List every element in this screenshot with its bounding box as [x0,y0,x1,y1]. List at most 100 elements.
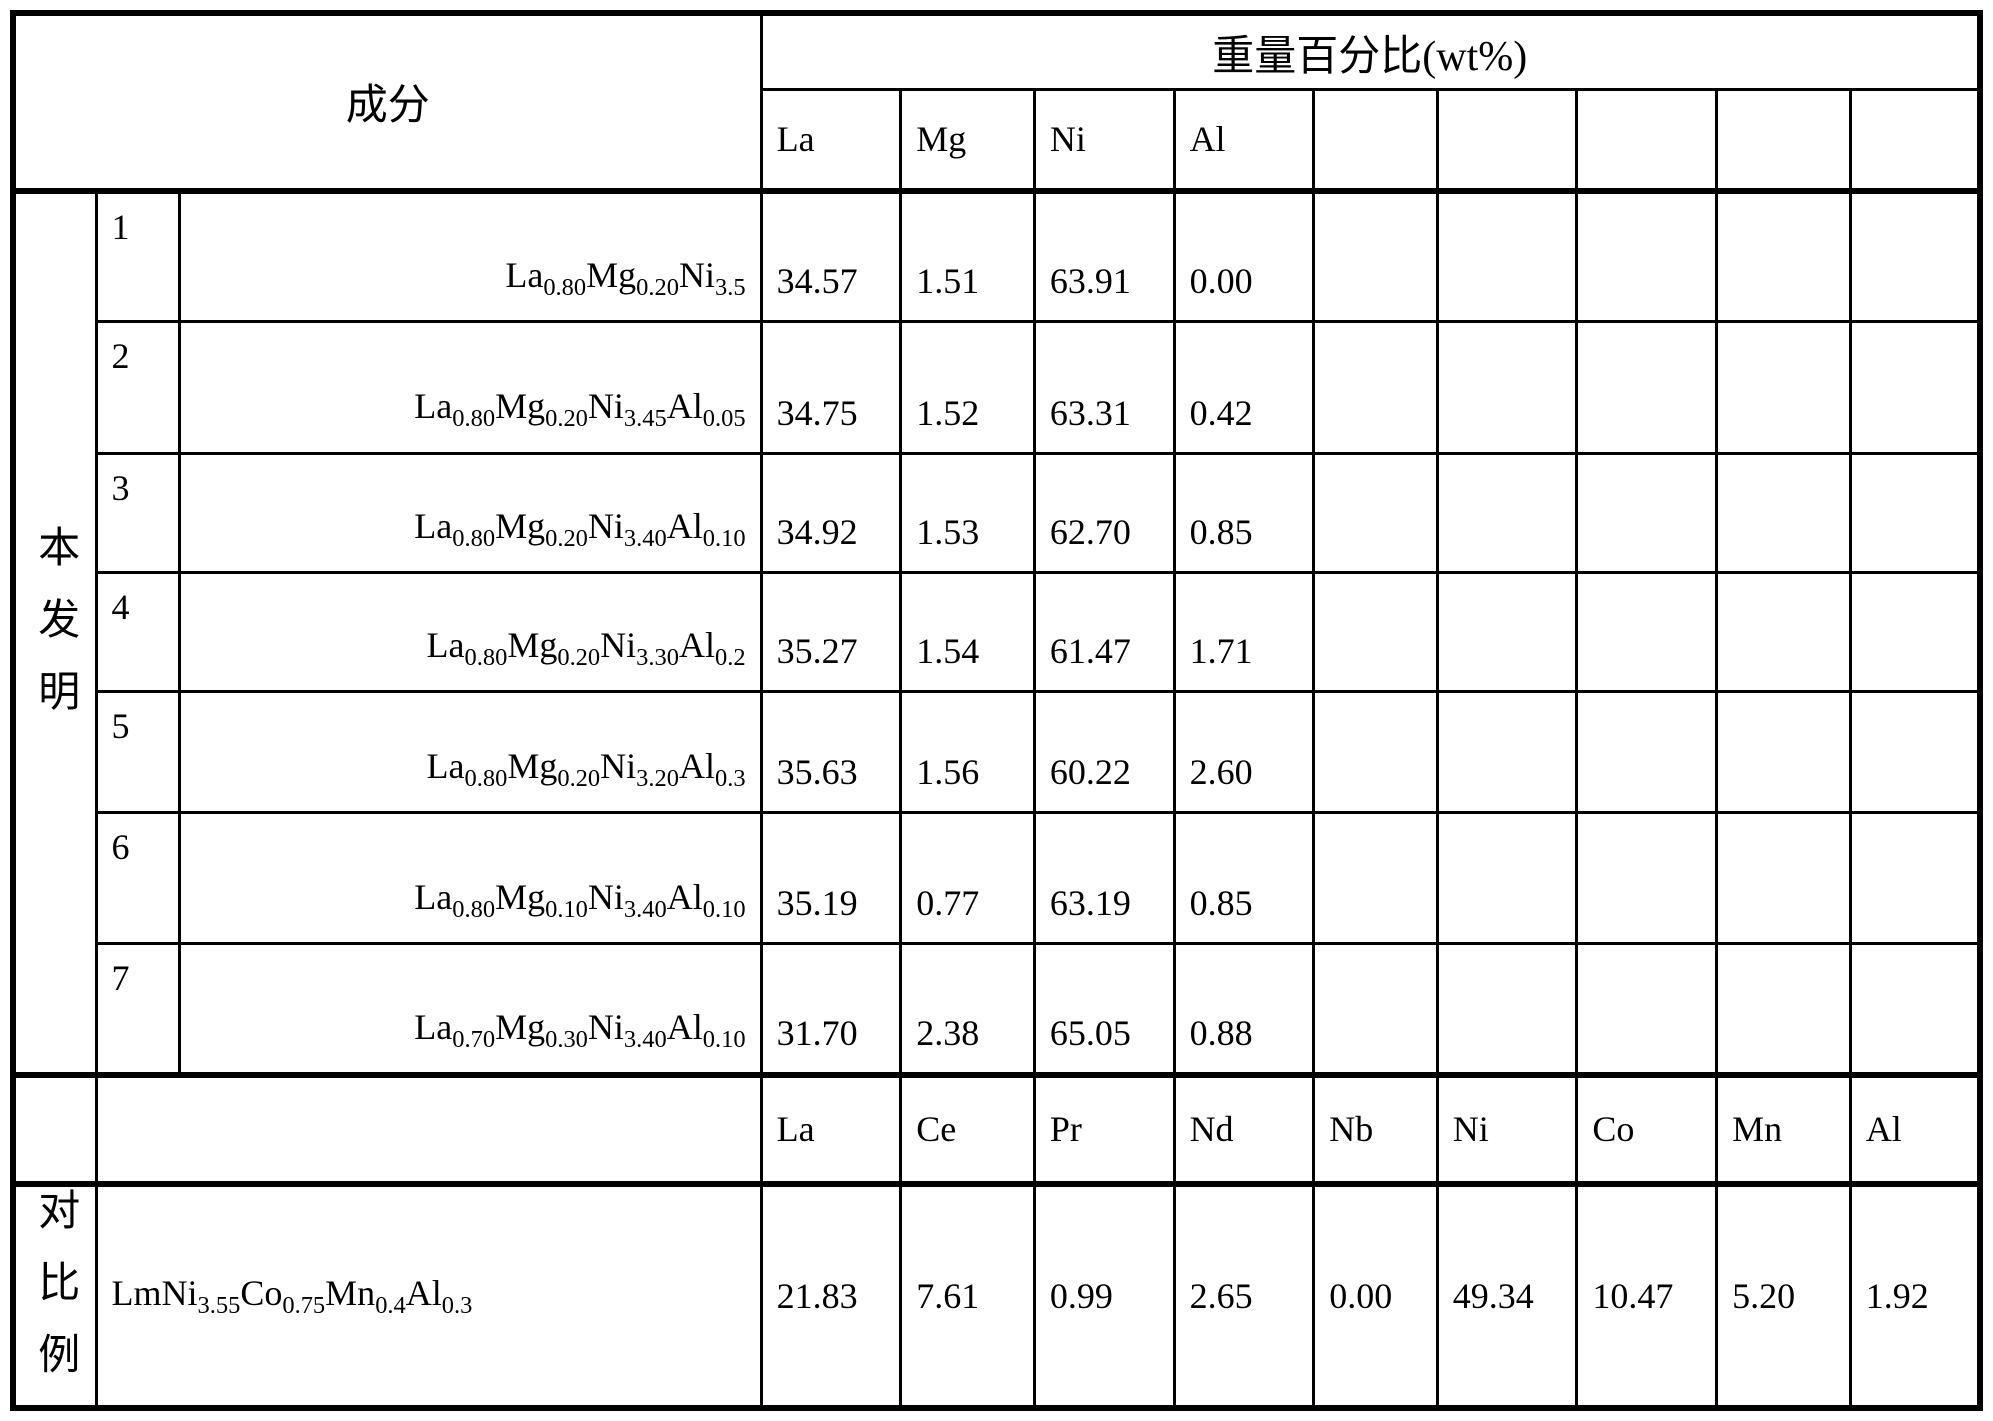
cell: 60.22 [1034,691,1174,812]
col2-el-7: Mn [1717,1075,1851,1184]
cell [1314,691,1437,812]
row-idx: 2 [96,322,179,453]
cell: 0.88 [1174,944,1314,1075]
cell [1850,191,1980,322]
col-el-5 [1437,90,1577,191]
cell: 0.00 [1314,1184,1437,1408]
col-el-3: Al [1174,90,1314,191]
row-formula: La0.80Mg0.20Ni3.5 [179,191,761,322]
col2-el-5: Ni [1437,1075,1577,1184]
cell: 2.38 [901,944,1035,1075]
cell: 0.85 [1174,812,1314,943]
header-weight-pct: 重量百分比(wt%) [761,13,1980,90]
col2-el-8: Al [1850,1075,1980,1184]
cell [1577,322,1717,453]
cell [1850,691,1980,812]
cell [1717,453,1851,572]
cell [1717,191,1851,322]
col2-el-4: Nb [1314,1075,1437,1184]
cell: 34.75 [761,322,901,453]
cell: 35.19 [761,812,901,943]
row-idx: 6 [96,812,179,943]
cell: 34.92 [761,453,901,572]
row-idx: 3 [96,453,179,572]
col-el-1: Mg [901,90,1035,191]
cell: 35.63 [761,691,901,812]
cell: 49.34 [1437,1184,1577,1408]
cell [1314,453,1437,572]
cell [1717,572,1851,691]
cell [1577,191,1717,322]
cell [1717,691,1851,812]
cell: 21.83 [761,1184,901,1408]
cell: 34.57 [761,191,901,322]
col2-el-2: Pr [1034,1075,1174,1184]
row2-formula: LmNi3.55Co0.75Mn0.4Al0.3 [96,1184,761,1408]
row-idx: 5 [96,691,179,812]
cell: 10.47 [1577,1184,1717,1408]
col-el-7 [1717,90,1851,191]
cell [1850,572,1980,691]
cell [1314,191,1437,322]
row-idx: 1 [96,191,179,322]
cell: 35.27 [761,572,901,691]
header-composition: 成分 [13,13,761,191]
cell: 1.54 [901,572,1035,691]
col2-el-1: Ce [901,1075,1035,1184]
composition-table: 成分 重量百分比(wt%) La Mg Ni Al 本发明 1 La0.80Mg… [10,10,1983,1411]
cell [1850,453,1980,572]
group-label-comparative: 对比例 [13,1184,96,1408]
cell: 1.56 [901,691,1035,812]
cell [1850,944,1980,1075]
cell [1850,812,1980,943]
cell [1314,572,1437,691]
cell [1314,944,1437,1075]
cell: 62.70 [1034,453,1174,572]
cell: 2.60 [1174,691,1314,812]
cell [1437,453,1577,572]
col-el-6 [1577,90,1717,191]
cell: 7.61 [901,1184,1035,1408]
cell: 1.52 [901,322,1035,453]
cell: 2.65 [1174,1184,1314,1408]
cell: 5.20 [1717,1184,1851,1408]
spacer [13,1075,96,1184]
col-el-4 [1314,90,1437,191]
cell [1437,572,1577,691]
cell: 65.05 [1034,944,1174,1075]
cell [1314,812,1437,943]
row-formula: La0.80Mg0.20Ni3.20Al0.3 [179,691,761,812]
cell: 63.31 [1034,322,1174,453]
cell [1717,944,1851,1075]
row-formula: La0.80Mg0.10Ni3.40Al0.10 [179,812,761,943]
row-formula: La0.70Mg0.30Ni3.40Al0.10 [179,944,761,1075]
cell [1577,812,1717,943]
cell [1314,322,1437,453]
cell [1850,322,1980,453]
row-formula: La0.80Mg0.20Ni3.40Al0.10 [179,453,761,572]
cell: 0.99 [1034,1184,1174,1408]
cell: 31.70 [761,944,901,1075]
row-formula: La0.80Mg0.20Ni3.45Al0.05 [179,322,761,453]
col-el-8 [1850,90,1980,191]
col2-el-6: Co [1577,1075,1717,1184]
cell [1577,691,1717,812]
cell: 1.51 [901,191,1035,322]
cell: 1.71 [1174,572,1314,691]
cell: 63.19 [1034,812,1174,943]
cell: 61.47 [1034,572,1174,691]
cell: 63.91 [1034,191,1174,322]
cell: 0.42 [1174,322,1314,453]
cell [1717,812,1851,943]
cell [1437,944,1577,1075]
col2-el-0: La [761,1075,901,1184]
cell [1437,322,1577,453]
row-formula: La0.80Mg0.20Ni3.30Al0.2 [179,572,761,691]
cell: 1.92 [1850,1184,1980,1408]
cell [1717,322,1851,453]
cell: 1.53 [901,453,1035,572]
row-idx: 7 [96,944,179,1075]
row-idx: 4 [96,572,179,691]
cell [1437,812,1577,943]
cell: 0.85 [1174,453,1314,572]
